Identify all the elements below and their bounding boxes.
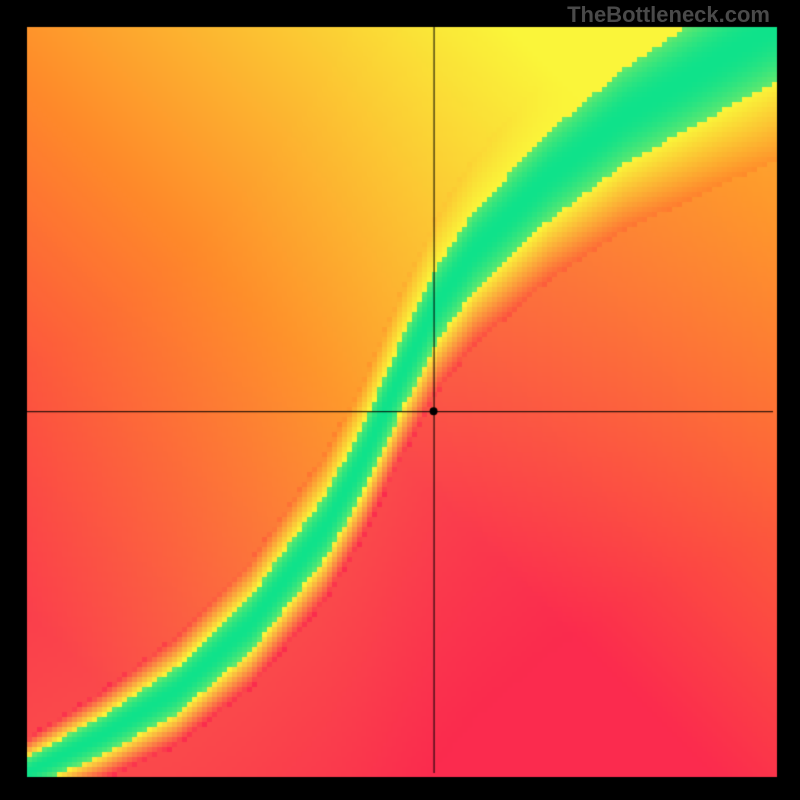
bottleneck-heatmap: [0, 0, 800, 800]
watermark-text: TheBottleneck.com: [567, 2, 770, 28]
